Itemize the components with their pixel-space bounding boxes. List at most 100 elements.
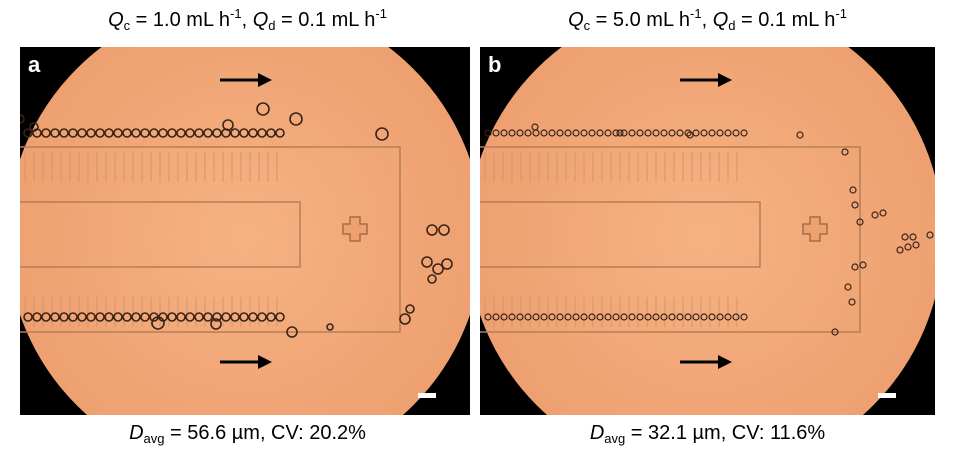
droplet bbox=[23, 312, 33, 322]
droplet bbox=[909, 233, 917, 241]
droplet bbox=[660, 313, 668, 321]
droplet bbox=[59, 128, 69, 138]
droplet bbox=[248, 128, 258, 138]
droplet bbox=[540, 129, 548, 137]
droplet bbox=[77, 312, 87, 322]
droplet bbox=[516, 129, 524, 137]
droplet bbox=[167, 312, 177, 322]
droplet bbox=[572, 313, 580, 321]
droplet bbox=[426, 224, 438, 236]
droplet bbox=[644, 129, 652, 137]
droplet bbox=[700, 313, 708, 321]
droplet bbox=[596, 313, 604, 321]
droplet bbox=[375, 127, 389, 141]
droplet bbox=[708, 129, 716, 137]
channel bbox=[480, 146, 861, 333]
title-text: , bbox=[241, 9, 253, 31]
droplet bbox=[580, 313, 588, 321]
droplet bbox=[230, 128, 240, 138]
droplet bbox=[151, 316, 165, 330]
droplet bbox=[41, 128, 51, 138]
droplet bbox=[275, 128, 285, 138]
caption-text: = 32.1 µm, CV: 11.6% bbox=[625, 422, 826, 444]
droplet bbox=[740, 313, 748, 321]
channel bbox=[20, 146, 401, 333]
droplet bbox=[421, 256, 433, 268]
droplet bbox=[113, 128, 123, 138]
title-text: = 5.0 mL h bbox=[590, 9, 690, 31]
title-text: -1 bbox=[690, 6, 702, 21]
droplet bbox=[427, 274, 437, 284]
droplet bbox=[257, 312, 267, 322]
droplet bbox=[167, 128, 177, 138]
droplet bbox=[176, 312, 186, 322]
droplet bbox=[879, 209, 887, 217]
droplet bbox=[700, 129, 708, 137]
droplet bbox=[122, 312, 132, 322]
droplet bbox=[500, 313, 508, 321]
title-text: = 1.0 mL h bbox=[130, 9, 230, 31]
arrow-head bbox=[258, 73, 272, 87]
droplet bbox=[50, 128, 60, 138]
droplet bbox=[684, 129, 692, 137]
droplet bbox=[740, 129, 748, 137]
droplet bbox=[210, 318, 222, 330]
caption-text: avg bbox=[143, 431, 165, 446]
arrow-head bbox=[258, 355, 272, 369]
micrograph bbox=[20, 47, 470, 415]
droplet bbox=[29, 122, 39, 132]
droplet bbox=[399, 313, 411, 325]
panel-title: Qc = 5.0 mL h-1, Qd = 0.1 mL h-1 bbox=[480, 6, 935, 33]
droplet bbox=[140, 128, 150, 138]
title-text: = 0.1 mL h bbox=[735, 9, 836, 31]
title-text: = 0.1 mL h bbox=[275, 9, 376, 31]
caption-text: = 56.6 µm, CV: 20.2% bbox=[164, 422, 366, 444]
droplet bbox=[122, 128, 132, 138]
droplet bbox=[716, 129, 724, 137]
droplet bbox=[176, 128, 186, 138]
droplet bbox=[113, 312, 123, 322]
droplet bbox=[484, 313, 492, 321]
droplet bbox=[32, 312, 42, 322]
droplet bbox=[432, 263, 444, 275]
title-text: Q bbox=[568, 9, 584, 31]
droplet bbox=[203, 128, 213, 138]
droplet bbox=[692, 313, 700, 321]
droplet bbox=[203, 312, 213, 322]
droplet bbox=[636, 129, 644, 137]
droplet bbox=[926, 231, 934, 239]
droplet bbox=[289, 112, 303, 126]
droplet bbox=[849, 186, 857, 194]
droplet bbox=[500, 129, 508, 137]
droplet bbox=[564, 313, 572, 321]
droplet bbox=[540, 313, 548, 321]
droplet bbox=[131, 128, 141, 138]
droplet bbox=[95, 128, 105, 138]
droplet bbox=[844, 283, 852, 291]
droplet bbox=[556, 129, 564, 137]
cross-mark bbox=[342, 216, 368, 242]
droplet bbox=[230, 312, 240, 322]
droplet bbox=[620, 129, 628, 137]
droplet bbox=[239, 128, 249, 138]
droplet bbox=[492, 129, 500, 137]
droplet bbox=[275, 312, 285, 322]
micrograph bbox=[480, 47, 935, 415]
droplet bbox=[604, 313, 612, 321]
droplet bbox=[508, 313, 516, 321]
title-text: -1 bbox=[375, 6, 387, 21]
droplet bbox=[221, 312, 231, 322]
scale-bar bbox=[418, 393, 436, 398]
title-text: d bbox=[728, 18, 736, 33]
title-text: Q bbox=[712, 9, 729, 31]
droplet bbox=[676, 129, 684, 137]
droplet bbox=[104, 312, 114, 322]
droplet bbox=[548, 129, 556, 137]
droplet bbox=[668, 313, 676, 321]
arrow-head bbox=[718, 355, 732, 369]
caption-text: avg bbox=[604, 431, 626, 446]
droplet bbox=[524, 313, 532, 321]
title-text: d bbox=[268, 18, 276, 33]
droplet bbox=[77, 128, 87, 138]
